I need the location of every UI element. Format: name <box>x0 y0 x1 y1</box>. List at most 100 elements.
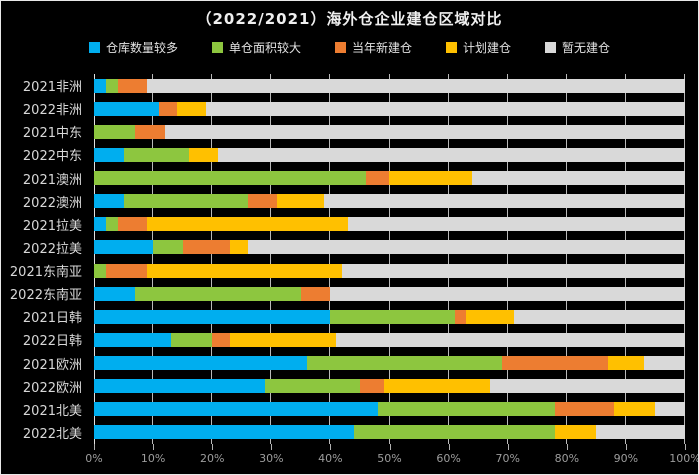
legend-swatch <box>545 42 557 53</box>
bar-segment <box>94 263 106 278</box>
bar-row <box>94 190 685 213</box>
category-label: 2022澳洲 <box>22 195 82 211</box>
tick-mark <box>448 444 450 450</box>
bar-segment <box>164 124 685 139</box>
bar-row <box>94 97 685 120</box>
x-tick-label: 80% <box>554 452 580 465</box>
category-label: 2021非洲 <box>22 80 82 96</box>
bar-stack <box>94 217 685 232</box>
category-label: 2021澳洲 <box>22 172 82 188</box>
bar-stack <box>94 124 685 139</box>
bar-segment <box>105 78 118 93</box>
legend-item: 计划建仓 <box>446 39 511 56</box>
bar-segment <box>188 147 219 162</box>
bar-segment <box>454 309 467 324</box>
category-label: 2022东南亚 <box>9 288 82 304</box>
bar-segment <box>105 263 148 278</box>
legend-label: 计划建仓 <box>463 41 512 55</box>
bar-stack <box>94 332 685 347</box>
bar-row <box>94 236 685 259</box>
bar-segment <box>94 309 331 324</box>
tick-mark <box>330 444 332 450</box>
bar-segment <box>330 309 455 324</box>
gridline <box>329 74 331 444</box>
bar-segment <box>94 356 307 371</box>
category-label: 2021北美 <box>22 403 82 419</box>
bar-segment <box>306 356 502 371</box>
gridline <box>388 74 390 444</box>
legend-label: 单仓面积较大 <box>228 41 301 55</box>
bar-stack <box>94 356 685 371</box>
tick-mark <box>212 444 214 450</box>
gridline <box>152 74 154 444</box>
category-label: 2021拉美 <box>22 218 82 234</box>
bar-segment <box>94 240 154 255</box>
bar-segment <box>94 425 355 440</box>
bar-stack <box>94 101 685 116</box>
bar-segment <box>94 402 378 417</box>
bar-segment <box>94 286 136 301</box>
bar-segment <box>218 147 685 162</box>
bar-segment <box>159 101 177 116</box>
category-label: 2022拉美 <box>22 241 82 257</box>
category-label: 2022北美 <box>22 426 82 442</box>
bar-segment <box>359 379 384 394</box>
bar-row <box>94 352 685 375</box>
legend-item: 单仓面积较大 <box>211 39 301 56</box>
bar-stack <box>94 240 685 255</box>
bar-segment <box>182 240 230 255</box>
bar-segment <box>596 425 685 440</box>
gridline <box>211 74 213 444</box>
legend-label: 暂无建仓 <box>562 41 611 55</box>
legend-swatch <box>446 42 457 53</box>
category-label: 2021中东 <box>22 126 82 142</box>
bar-segment <box>229 240 248 255</box>
y-axis-labels: 2021非洲 2022非洲 2021中东 2022中东 2021澳洲 2022澳洲 2021… <box>1 74 88 444</box>
bar-segment <box>123 147 189 162</box>
bar-row <box>94 421 685 444</box>
bar-row <box>94 282 685 305</box>
tick-mark <box>507 444 509 450</box>
x-tick-label: 0% <box>85 452 103 465</box>
bar-segment <box>554 402 615 417</box>
category-label: 2022日韩 <box>22 334 82 350</box>
bar-segment <box>94 78 106 93</box>
x-tick-label: 30% <box>259 452 284 465</box>
bar-segment <box>153 240 183 255</box>
x-axis-labels: 0% 10% 20% 30% 40% 50% 60% 70% 80% 90% 100% <box>85 452 698 466</box>
bar-stack <box>94 78 685 93</box>
category-label: 2021东南亚 <box>9 265 82 281</box>
bar-segment <box>94 147 124 162</box>
tick-mark <box>389 444 391 450</box>
legend-item: 暂无建仓 <box>545 39 610 56</box>
bar-segment <box>377 402 555 417</box>
bar-segment <box>212 332 230 347</box>
category-label: 2021日韩 <box>22 311 82 327</box>
bar-segment <box>389 171 473 186</box>
bar-row <box>94 143 685 166</box>
x-tick-marks <box>94 444 686 450</box>
tick-mark <box>625 444 627 450</box>
tick-mark <box>94 444 95 450</box>
bar-segment <box>643 356 685 371</box>
bars <box>94 74 685 444</box>
bar-segment <box>94 379 266 394</box>
bar-segment <box>348 217 685 232</box>
tick-mark <box>271 444 273 450</box>
bar-segment <box>300 286 331 301</box>
bar-segment <box>94 124 136 139</box>
gridline <box>447 74 449 444</box>
bar-segment <box>513 309 685 324</box>
bar-segment <box>277 194 325 209</box>
bar-segment <box>365 171 390 186</box>
bar-segment <box>117 78 148 93</box>
legend-item: 当年新建仓 <box>334 39 412 56</box>
bar-segment <box>147 78 685 93</box>
x-tick-label: 60% <box>436 452 461 465</box>
bar-segment <box>94 217 106 232</box>
bar-segment <box>147 217 349 232</box>
category-label: 2022欧洲 <box>22 380 82 396</box>
bar-row <box>94 398 685 421</box>
gridline <box>506 74 508 444</box>
bar-stack <box>94 402 685 417</box>
